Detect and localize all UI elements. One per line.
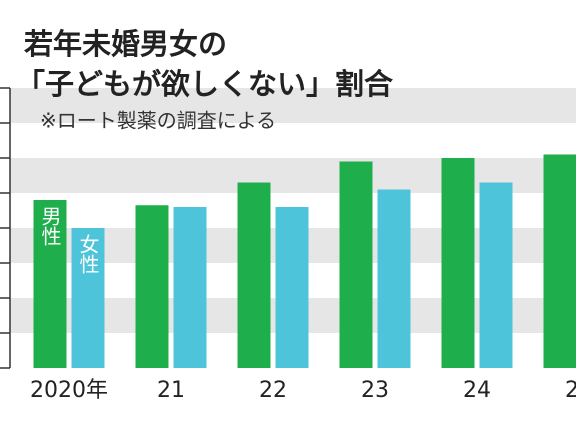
- bar: [71, 228, 105, 368]
- bar: [441, 158, 475, 368]
- legend-label: 男性: [38, 206, 62, 246]
- legend-label: 女性: [76, 234, 100, 274]
- x-tick-label: 25: [565, 378, 576, 403]
- x-tick-label: 24: [463, 378, 491, 403]
- bar: [33, 200, 67, 368]
- bar: [339, 161, 373, 368]
- bar: [173, 207, 207, 368]
- chart-title: 「子どもが欲しくない」割合: [16, 67, 393, 101]
- grid-band: [10, 88, 576, 123]
- marks: [33, 154, 576, 368]
- x-tick-label: 21: [157, 378, 185, 403]
- chart-title: 若年未婚男女の: [24, 27, 227, 61]
- chart-subtitle: ※ロート製薬の調査による: [40, 109, 276, 133]
- bar: [237, 182, 271, 368]
- bar: [479, 182, 513, 368]
- x-tick-label: 22: [259, 378, 287, 403]
- bar: [377, 189, 411, 368]
- x-tick-label: 23: [361, 378, 389, 403]
- bar: [135, 205, 169, 368]
- x-tick-label: 2020年: [30, 378, 108, 403]
- bar: [543, 154, 576, 368]
- bar: [275, 207, 309, 368]
